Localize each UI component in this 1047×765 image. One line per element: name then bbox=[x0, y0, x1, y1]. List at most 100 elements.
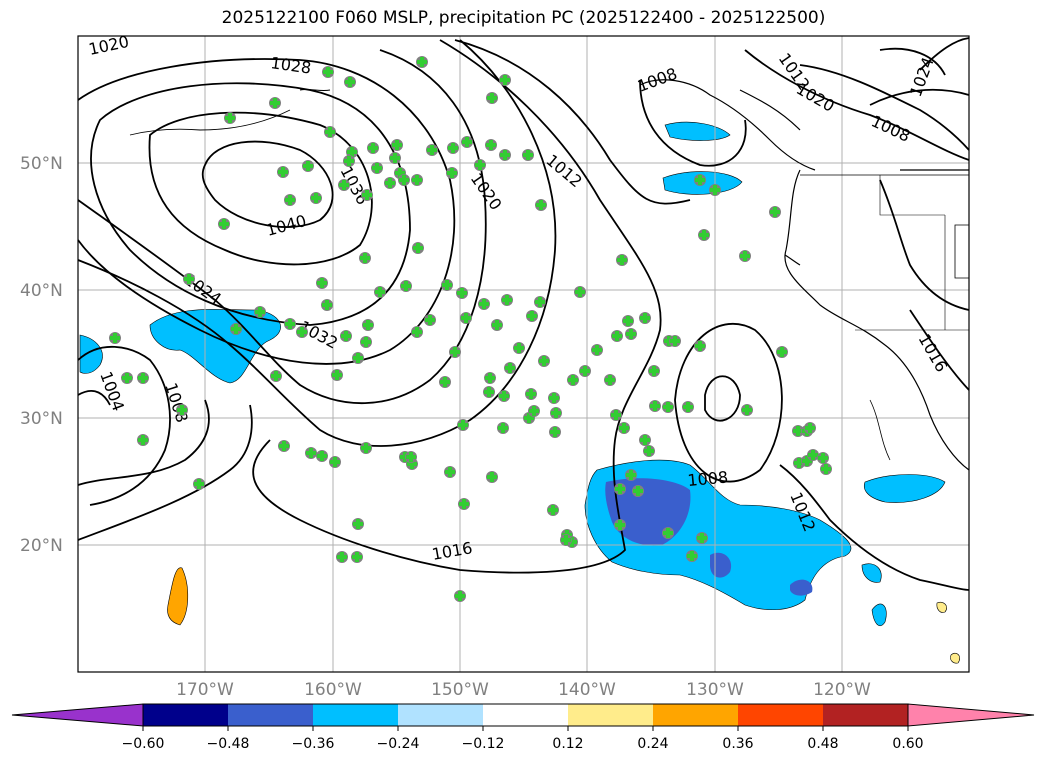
observation-cross bbox=[695, 175, 705, 185]
observation-cross bbox=[561, 535, 571, 545]
observation-cross bbox=[392, 140, 402, 150]
observation-cross bbox=[794, 458, 804, 468]
precipitation-field bbox=[79, 121, 961, 664]
observation-cross bbox=[458, 420, 468, 430]
lat-label: 30°N bbox=[20, 409, 63, 429]
colorbar-tick-label: 0.36 bbox=[722, 736, 753, 752]
observation-cross bbox=[361, 337, 371, 347]
contour-label: 1008 bbox=[635, 64, 680, 96]
observation-cross bbox=[605, 375, 615, 385]
observation-cross bbox=[619, 423, 629, 433]
observation-cross bbox=[500, 150, 510, 160]
observation-cross bbox=[697, 533, 707, 543]
observation-cross bbox=[514, 343, 524, 353]
lon-label: 140°W bbox=[558, 680, 616, 700]
observation-cross bbox=[524, 413, 534, 423]
observation-cross bbox=[278, 167, 288, 177]
observation-cross bbox=[487, 93, 497, 103]
observation-cross bbox=[793, 426, 803, 436]
observation-cross bbox=[459, 499, 469, 509]
colorbar-frame bbox=[142, 703, 909, 727]
observation-cross bbox=[399, 175, 409, 185]
lat-label: 50°N bbox=[20, 154, 63, 174]
observation-cross bbox=[344, 156, 354, 166]
colorbar-segment bbox=[228, 704, 313, 726]
observation-cross bbox=[339, 180, 349, 190]
observation-cross bbox=[194, 479, 204, 489]
observation-cross bbox=[368, 143, 378, 153]
observation-cross bbox=[805, 423, 815, 433]
observation-cross bbox=[539, 356, 549, 366]
observation-cross bbox=[626, 470, 636, 480]
colorbar-segment bbox=[738, 704, 823, 726]
contour-label: 1016 bbox=[915, 331, 952, 376]
observation-cross bbox=[500, 75, 510, 85]
observation-cross bbox=[390, 153, 400, 163]
colorbar-segment bbox=[483, 704, 568, 726]
longitude-labels: 170°W 160°W 150°W 140°W 130°W 120°W bbox=[176, 680, 871, 700]
observation-cross bbox=[323, 67, 333, 77]
contour-label: 1040 bbox=[264, 211, 308, 240]
observation-cross bbox=[425, 315, 435, 325]
observation-cross bbox=[626, 329, 636, 339]
observation-cross bbox=[821, 464, 831, 474]
observation-cross bbox=[322, 300, 332, 310]
observation-cross bbox=[461, 313, 471, 323]
observation-cross bbox=[448, 143, 458, 153]
lon-label: 160°W bbox=[304, 680, 362, 700]
observation-cross bbox=[317, 278, 327, 288]
observation-cross bbox=[347, 147, 357, 157]
observation-cross bbox=[498, 423, 508, 433]
observation-cross bbox=[526, 389, 536, 399]
contour-label: 1020 bbox=[467, 169, 506, 213]
observation-cross bbox=[551, 408, 561, 418]
observation-cross bbox=[529, 406, 539, 416]
observation-cross bbox=[492, 320, 502, 330]
observation-cross bbox=[110, 333, 120, 343]
observation-cross bbox=[138, 373, 148, 383]
observation-cross bbox=[385, 178, 395, 188]
observation-cross bbox=[462, 137, 472, 147]
colorbar-segment bbox=[398, 704, 483, 726]
observation-cross bbox=[450, 347, 460, 357]
observation-cross bbox=[802, 456, 812, 466]
observation-cross bbox=[445, 467, 455, 477]
observation-cross bbox=[623, 316, 633, 326]
observation-cross bbox=[330, 457, 340, 467]
observation-cross bbox=[499, 391, 509, 401]
observation-cross bbox=[427, 145, 437, 155]
observation-cross bbox=[640, 313, 650, 323]
colorbar-tick-label: 0.48 bbox=[807, 736, 838, 752]
contour-label: 1008 bbox=[687, 468, 729, 490]
observation-cross bbox=[138, 435, 148, 445]
lon-label: 120°W bbox=[813, 680, 871, 700]
observation-cross bbox=[633, 486, 643, 496]
observation-cross bbox=[550, 427, 560, 437]
observation-cross bbox=[412, 327, 422, 337]
observation-cross bbox=[475, 160, 485, 170]
observation-cross bbox=[580, 366, 590, 376]
observation-cross bbox=[395, 168, 405, 178]
observation-cross bbox=[505, 363, 515, 373]
colorbar-segment bbox=[823, 704, 908, 726]
observation-cross bbox=[527, 311, 537, 321]
observation-cross bbox=[255, 307, 265, 317]
observation-cross bbox=[442, 280, 452, 290]
observation-cross bbox=[535, 297, 545, 307]
observation-cross bbox=[455, 591, 465, 601]
observation-cross bbox=[306, 448, 316, 458]
observation-cross bbox=[548, 505, 558, 515]
observation-cross bbox=[479, 299, 489, 309]
colorbar-tick-label: 0.12 bbox=[552, 736, 583, 752]
contour-label: 1020 bbox=[793, 79, 838, 116]
observation-cross bbox=[271, 371, 281, 381]
observation-cross bbox=[617, 255, 627, 265]
observation-cross bbox=[484, 387, 494, 397]
observation-cross bbox=[687, 551, 697, 561]
observation-cross bbox=[417, 57, 427, 67]
observation-cross bbox=[341, 331, 351, 341]
observation-cross bbox=[640, 435, 650, 445]
observation-cross bbox=[644, 446, 654, 456]
observation-cross bbox=[457, 288, 467, 298]
